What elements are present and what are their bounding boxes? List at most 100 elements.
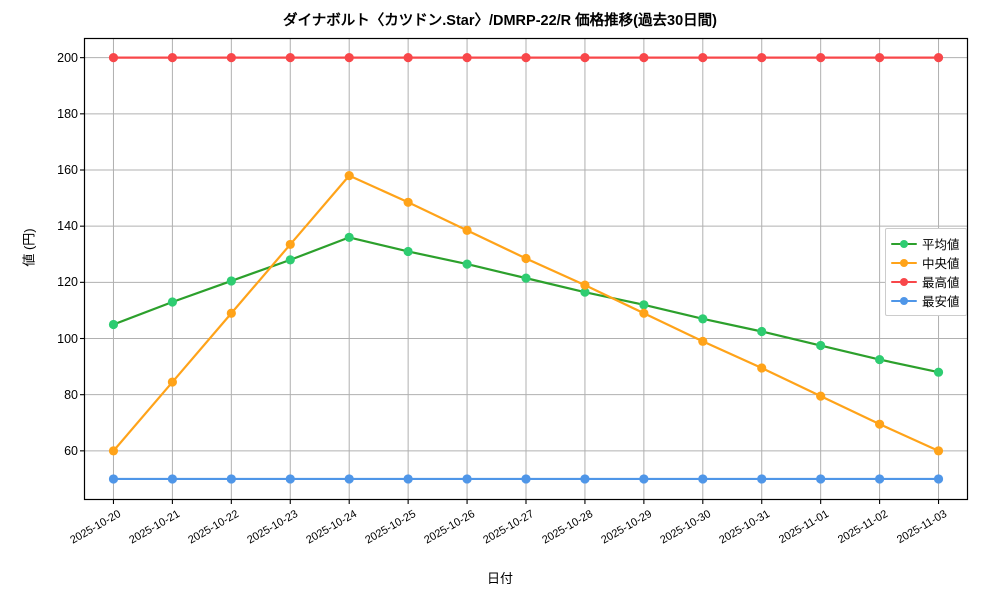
y-tick-label: 200 bbox=[57, 50, 78, 65]
data-point-marker bbox=[580, 474, 590, 484]
data-point-marker bbox=[226, 474, 236, 484]
data-point-marker bbox=[344, 53, 354, 63]
data-point-marker bbox=[933, 474, 944, 484]
data-point-marker bbox=[875, 354, 885, 365]
data-point-marker bbox=[816, 474, 826, 484]
y-tick-label: 160 bbox=[57, 163, 78, 177]
data-point-marker bbox=[698, 474, 708, 484]
x-tick-label: 2025-10-30 bbox=[658, 508, 713, 547]
x-axis-label: 日付 bbox=[486, 571, 513, 586]
data-point-marker bbox=[698, 314, 708, 324]
data-point-marker bbox=[403, 197, 413, 207]
data-point-marker bbox=[167, 377, 177, 387]
y-tick-label: 120 bbox=[57, 275, 78, 290]
data-point-marker bbox=[108, 446, 119, 456]
x-tick-label: 2025-10-23 bbox=[245, 508, 301, 547]
data-point-marker bbox=[285, 474, 295, 484]
chart-legend: 平均値中央値最高値最安値 bbox=[885, 228, 967, 316]
data-point-marker bbox=[933, 53, 944, 63]
x-tick-label: 2025-10-21 bbox=[127, 508, 183, 547]
plot-area bbox=[80, 37, 969, 504]
data-point-marker bbox=[875, 53, 885, 63]
data-point-marker bbox=[167, 474, 177, 484]
data-point-marker bbox=[639, 300, 649, 310]
data-point-marker bbox=[462, 259, 472, 269]
legend-item[interactable]: 平均値 bbox=[891, 234, 960, 253]
legend-label: 最安値 bbox=[922, 295, 960, 309]
data-point-marker bbox=[580, 287, 590, 297]
x-tick-label: 2025-11-02 bbox=[835, 508, 890, 547]
x-tick-label: 2025-10-26 bbox=[422, 508, 478, 547]
plot-svg bbox=[80, 37, 969, 504]
data-point-marker bbox=[108, 474, 119, 484]
data-point-marker bbox=[285, 255, 295, 265]
y-tick-label: 60 bbox=[64, 443, 78, 458]
x-tick-label: 2025-10-31 bbox=[716, 508, 772, 547]
legend-label: 中央値 bbox=[922, 257, 960, 271]
axes-frame bbox=[83, 37, 969, 501]
data-point-marker bbox=[226, 308, 236, 318]
data-point-marker bbox=[167, 297, 177, 307]
data-point-marker bbox=[816, 340, 826, 351]
data-point-marker bbox=[403, 53, 413, 63]
data-point-marker bbox=[285, 53, 295, 63]
x-tick-label: 2025-10-25 bbox=[363, 508, 419, 547]
data-point-marker bbox=[462, 225, 472, 235]
data-point-marker bbox=[403, 246, 413, 257]
data-point-marker bbox=[816, 391, 826, 401]
x-axis-tick-labels: 2025-10-20 2025-10-21 2025-10-22 2025-10-23… bbox=[69, 500, 968, 570]
data-point-marker bbox=[108, 319, 119, 330]
data-point-marker bbox=[521, 474, 531, 484]
data-point-marker bbox=[403, 474, 413, 484]
y-tick-label: 100 bbox=[57, 331, 78, 346]
legend-item[interactable]: 最安値 bbox=[891, 291, 960, 310]
data-point-marker bbox=[757, 53, 767, 63]
x-tick-label: 2025-11-03 bbox=[894, 508, 949, 547]
y-tick-label: 180 bbox=[57, 106, 78, 121]
data-point-marker bbox=[462, 474, 472, 484]
x-tick-label: 2025-11-01 bbox=[776, 508, 831, 547]
data-point-marker bbox=[226, 276, 236, 286]
data-point-marker bbox=[521, 273, 531, 283]
data-point-marker bbox=[757, 474, 767, 484]
data-point-marker bbox=[344, 232, 354, 242]
chart-title: ダイナボルト〈カツドン.Star〉/DMRP-22/R 価格推移(過去30日間) bbox=[283, 13, 717, 29]
data-point-marker bbox=[521, 53, 531, 63]
data-point-marker bbox=[167, 53, 177, 63]
legend-label: 最高値 bbox=[922, 276, 960, 290]
x-tick-label: 2025-10-28 bbox=[540, 508, 595, 547]
legend-swatch-icon bbox=[891, 275, 917, 289]
y-tick-label: 140 bbox=[57, 219, 78, 234]
data-point-marker bbox=[933, 446, 944, 456]
x-tick-label: 2025-10-24 bbox=[304, 508, 360, 547]
data-point-marker bbox=[757, 326, 767, 337]
legend-swatch-icon bbox=[891, 256, 917, 270]
data-point-marker bbox=[580, 280, 590, 290]
data-point-marker bbox=[580, 53, 590, 63]
data-point-marker bbox=[875, 419, 885, 429]
data-point-marker bbox=[285, 239, 295, 250]
data-point-marker bbox=[226, 53, 236, 63]
data-point-marker bbox=[816, 53, 826, 63]
data-point-marker bbox=[344, 171, 354, 181]
data-point-marker bbox=[639, 53, 649, 63]
data-point-marker bbox=[933, 367, 944, 377]
legend-swatch-icon bbox=[891, 294, 917, 308]
data-point-marker bbox=[875, 474, 885, 484]
data-point-marker bbox=[698, 53, 708, 63]
data-point-marker bbox=[639, 474, 649, 484]
legend-item[interactable]: 最高値 bbox=[891, 272, 960, 291]
y-tick-label: 80 bbox=[64, 387, 78, 402]
y-axis-tick-labels: 60 80 100 120 140 160 180 200 bbox=[30, 38, 78, 500]
x-tick-label: 2025-10-27 bbox=[481, 508, 536, 547]
legend-swatch-icon bbox=[891, 237, 917, 251]
data-point-marker bbox=[698, 336, 708, 346]
x-tick-label: 2025-10-29 bbox=[599, 508, 654, 547]
x-tick-label: 2025-10-20 bbox=[68, 508, 124, 547]
data-point-marker bbox=[639, 308, 649, 318]
legend-item[interactable]: 中央値 bbox=[891, 253, 960, 272]
data-point-marker bbox=[344, 474, 354, 484]
data-point-marker bbox=[462, 53, 472, 63]
data-point-marker bbox=[757, 363, 767, 373]
